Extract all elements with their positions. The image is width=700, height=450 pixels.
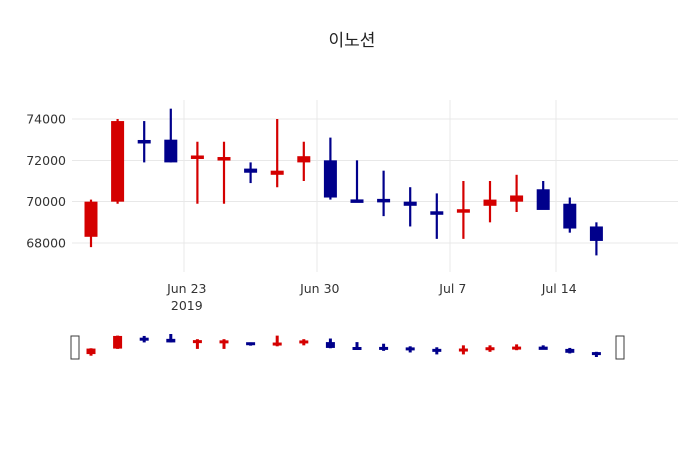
candlestick[interactable] <box>350 160 364 203</box>
candlestick[interactable] <box>166 334 176 343</box>
candlestick[interactable] <box>510 174 524 212</box>
candlestick[interactable] <box>164 108 178 163</box>
candlestick[interactable] <box>483 181 497 223</box>
candlestick[interactable] <box>84 199 98 248</box>
navigator-left-handle[interactable] <box>70 335 80 360</box>
candlestick[interactable] <box>139 335 149 343</box>
candlestick[interactable] <box>403 187 417 227</box>
candle-body <box>538 346 548 350</box>
candle-body <box>536 189 550 210</box>
candle-body <box>456 209 470 213</box>
y-tick-label: 70000 <box>26 194 66 209</box>
candle-body <box>219 340 229 344</box>
candlestick[interactable] <box>589 222 603 256</box>
candlestick[interactable] <box>113 335 123 349</box>
candlestick[interactable] <box>591 351 601 357</box>
candle-body <box>565 348 575 353</box>
y-tick-label: 74000 <box>26 112 66 127</box>
candlestick[interactable] <box>270 119 284 188</box>
candle-body <box>270 170 284 175</box>
candlestick[interactable] <box>192 339 202 349</box>
candlestick[interactable] <box>299 339 309 346</box>
candlestick[interactable] <box>377 170 391 217</box>
candlestick-series[interactable] <box>84 108 603 256</box>
candle-body <box>350 199 364 203</box>
candle-body <box>113 335 123 349</box>
candle-body <box>84 201 98 237</box>
candle-body <box>299 340 309 344</box>
candlestick[interactable] <box>86 348 96 356</box>
candle-body <box>86 348 96 355</box>
candle-body <box>244 168 258 173</box>
candlestick[interactable] <box>456 181 470 239</box>
candle-body <box>589 226 603 241</box>
candle-body <box>510 195 524 202</box>
candle-body <box>272 342 282 346</box>
candlestick[interactable] <box>217 141 231 204</box>
candlestick[interactable] <box>485 345 495 352</box>
candle-body <box>137 139 151 144</box>
x-tick-label: Jun 23 <box>166 281 206 296</box>
candle-body <box>405 347 415 351</box>
page-title: 이노션 <box>329 31 376 51</box>
candlestick[interactable] <box>536 181 550 210</box>
candlestick[interactable] <box>563 197 577 233</box>
candle-body <box>512 346 522 350</box>
candlestick[interactable] <box>219 339 229 349</box>
candlestick[interactable] <box>405 346 415 353</box>
candlestick[interactable] <box>325 338 335 349</box>
candle-body <box>111 121 125 202</box>
candle-body <box>483 199 497 206</box>
candle-body <box>323 160 337 198</box>
candle-body <box>246 342 256 346</box>
x-tick-label: Jun 30 <box>299 281 339 296</box>
candle-body <box>166 338 176 343</box>
candle-body <box>379 346 389 350</box>
x-tick-label: Jul 14 <box>541 281 577 296</box>
candlestick[interactable] <box>512 344 522 351</box>
range-navigator[interactable] <box>70 334 625 360</box>
candle-body <box>432 348 442 352</box>
candlestick[interactable] <box>430 193 444 239</box>
candle-body <box>403 201 417 206</box>
candle-body <box>192 340 202 344</box>
candlestick[interactable] <box>272 335 282 347</box>
candle-body <box>164 139 178 163</box>
candlestick[interactable] <box>458 345 468 355</box>
candlestick[interactable] <box>538 345 548 350</box>
candlestick[interactable] <box>137 121 151 163</box>
candlestick[interactable] <box>379 343 389 351</box>
candle-body <box>430 211 444 215</box>
x-tick-label: Jul 7 <box>438 281 466 296</box>
x-tick-label: 2019 <box>171 298 203 313</box>
candlestick[interactable] <box>297 141 311 181</box>
candle-body <box>352 346 362 350</box>
candlestick[interactable] <box>565 347 575 354</box>
candlestick[interactable] <box>432 347 442 355</box>
candle-body <box>458 348 468 352</box>
x-axis-tick-labels: Jun 23 2019 Jun 30 Jul 7 Jul 14 <box>166 281 577 313</box>
y-tick-label: 72000 <box>26 153 66 168</box>
candle-body <box>297 156 311 163</box>
candle-body <box>217 157 231 161</box>
candlestick[interactable] <box>246 342 256 346</box>
candle-body <box>563 203 577 229</box>
candlestick[interactable] <box>190 141 204 204</box>
candle-body <box>485 347 495 351</box>
candle-body <box>591 352 601 356</box>
candle-body <box>139 337 149 341</box>
y-tick-label: 68000 <box>26 236 66 251</box>
candlestick[interactable] <box>244 162 258 184</box>
candlestick[interactable] <box>323 137 337 200</box>
candle-body <box>190 155 204 159</box>
navigator-right-handle[interactable] <box>615 335 625 360</box>
candlestick[interactable] <box>111 119 125 204</box>
candle-body <box>377 198 391 203</box>
y-axis-tick-labels: 68000 70000 72000 74000 <box>26 112 66 251</box>
navigator-series <box>86 334 601 357</box>
candlestick[interactable] <box>352 342 362 350</box>
candle-body <box>325 342 335 348</box>
